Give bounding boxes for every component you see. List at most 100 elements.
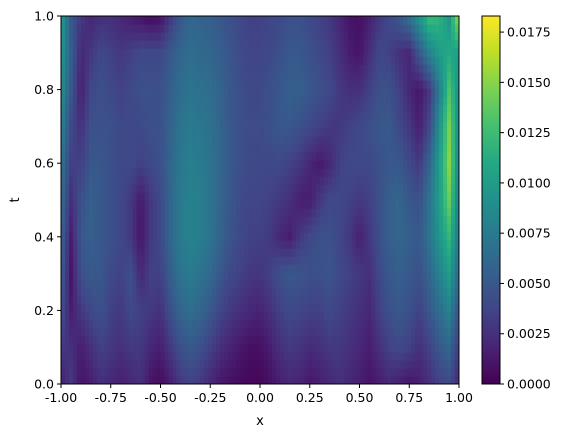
heatmap-cell [427,280,432,289]
heatmap-cell [299,184,305,193]
heatmap-cell [108,104,114,113]
heatmap-cell [275,272,281,281]
heatmap-cell [347,128,353,137]
heatmap-cell [339,32,345,41]
heatmap-cell [427,352,432,361]
heatmap-cell [140,360,146,369]
heatmap-cell [423,344,428,353]
heatmap-cell [68,128,74,137]
heatmap-cell [152,208,158,217]
heatmap-cell [148,16,154,25]
heatmap-cell [387,320,392,329]
heatmap-cell [100,48,106,57]
heatmap-cell [411,88,416,97]
heatmap-cell [383,136,388,145]
heatmap-cell [375,280,380,289]
heatmap-cell [212,192,217,201]
heatmap-cell [387,224,392,233]
heatmap-cell [271,200,277,209]
heatmap-cell [447,120,452,129]
heatmap-cell [84,368,90,377]
heatmap-cell [275,168,281,177]
heatmap-cell [403,256,408,265]
heatmap-cell [367,280,373,289]
heatmap-cell [100,336,106,345]
heatmap-cell [331,352,337,361]
heatmap-cell [236,360,241,369]
heatmap-cell [323,272,329,281]
heatmap-cell [299,160,305,169]
heatmap-cell [248,280,253,289]
heatmap-cell [132,160,138,169]
heatmap-cell [419,80,424,89]
heatmap-cell [315,72,321,81]
heatmap-cell [339,344,345,353]
heatmap-cell [355,152,361,161]
heatmap-cell [399,352,404,361]
heatmap-cell [323,224,329,233]
heatmap-cell [216,280,221,289]
heatmap-cell [263,312,269,321]
heatmap-cell [108,32,114,41]
heatmap-cell [176,16,181,25]
heatmap-cell [447,72,452,81]
heatmap-cell [323,352,329,361]
heatmap-cell [431,208,436,217]
heatmap-cell [176,192,181,201]
heatmap-cell [363,224,369,233]
heatmap-cell [68,152,74,161]
heatmap-cell [164,168,170,177]
heatmap-cell [295,256,301,265]
heatmap-cell [299,280,305,289]
heatmap-cell [435,112,440,121]
heatmap-cell [267,200,273,209]
heatmap-cell [188,360,193,369]
heatmap-cell [375,232,380,241]
heatmap-cell [240,120,245,129]
heatmap-cell [435,288,440,297]
heatmap-cell [407,152,412,161]
heatmap-cell [76,344,82,353]
heatmap-cell [124,144,130,153]
heatmap-cell [80,120,86,129]
heatmap-cell [100,320,106,329]
heatmap-cell [140,256,146,265]
heatmap-cell [395,224,400,233]
heatmap-cell [379,296,384,305]
heatmap-cell [240,288,245,297]
heatmap-cell [267,176,273,185]
heatmap-cell [120,104,126,113]
heatmap-cell [204,112,209,121]
heatmap-cell [391,360,396,369]
heatmap-cell [200,40,205,49]
heatmap-cell [387,104,392,113]
heatmap-cell [160,48,166,57]
heatmap-cell [331,160,337,169]
heatmap-cell [104,272,110,281]
heatmap-cell [216,224,221,233]
heatmap-cell [275,40,281,49]
heatmap-cell [375,160,380,169]
heatmap-cell [435,168,440,177]
heatmap-cell [443,200,448,209]
heatmap-cell [291,48,297,57]
heatmap-cell [200,80,205,89]
heatmap-cell [271,376,277,384]
heatmap-cell [216,336,221,345]
heatmap-cell [343,256,349,265]
heatmap-cell [367,120,373,129]
heatmap-cell [88,328,94,337]
heatmap-cell [240,184,245,193]
heatmap-cell [287,88,293,97]
heatmap-cell [136,104,142,113]
heatmap-cell [80,112,86,121]
heatmap-cell [172,32,178,41]
heatmap-cell [140,136,146,145]
heatmap-cell [136,24,142,33]
heatmap-cell [176,368,181,377]
heatmap-cell [291,304,297,313]
heatmap-cell [196,64,201,73]
heatmap-cell [283,184,289,193]
heatmap-cell [156,272,162,281]
heatmap-cell [84,144,90,153]
